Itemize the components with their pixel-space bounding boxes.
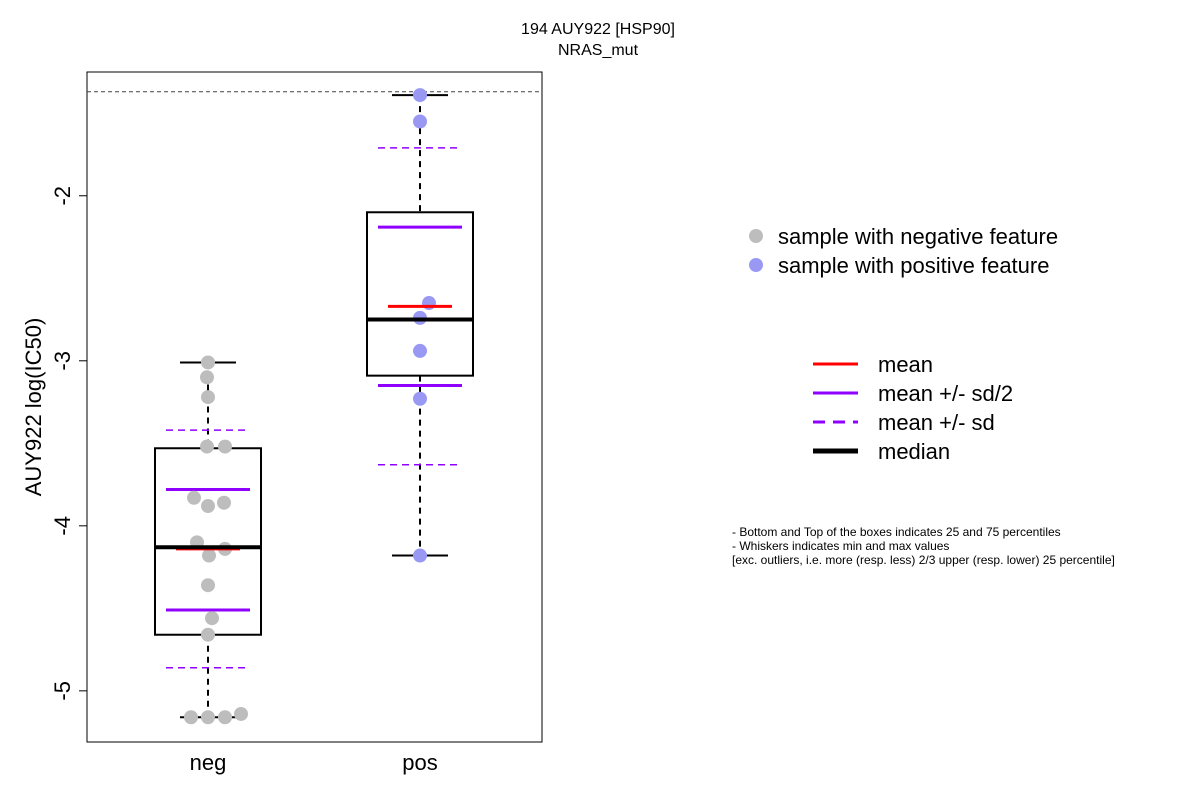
box-pos: [366, 211, 474, 377]
data-point-neg: [234, 706, 248, 721]
legend-point-marker: [749, 229, 763, 243]
data-point-neg: [187, 490, 201, 505]
y-axis-ticks: -5 -4 -3 -2: [50, 186, 87, 701]
plot-frame: [86, 71, 543, 743]
x-tick-label: pos: [402, 750, 437, 775]
data-point-neg: [218, 439, 232, 454]
y-tick-label: -5: [50, 681, 75, 701]
data-point-pos: [422, 296, 436, 311]
x-axis-labels: neg pos: [190, 750, 438, 775]
data-point-pos: [413, 548, 427, 563]
y-tick-label: -3: [50, 351, 75, 371]
data-point-pos: [413, 391, 427, 406]
data-point-pos: [413, 88, 427, 103]
legend-line-label: median: [878, 439, 950, 464]
data-point-neg: [201, 499, 215, 514]
data-point-neg: [201, 627, 215, 642]
data-point-neg: [201, 390, 215, 405]
legend-line-label: mean +/- sd/2: [878, 381, 1013, 406]
legend-point-label: sample with positive feature: [778, 253, 1049, 278]
data-point-neg: [184, 710, 198, 725]
box-neg: [154, 447, 262, 636]
note-line-2: - Whiskers indicates min and max values: [732, 539, 950, 553]
legend-point-label: sample with negative feature: [778, 224, 1058, 249]
x-tick-label: neg: [190, 750, 227, 775]
data-point-neg: [205, 611, 219, 626]
data-point-neg: [202, 548, 216, 563]
legend-point-marker: [749, 258, 763, 272]
y-tick-label: -4: [50, 516, 75, 536]
data-point-neg: [218, 710, 232, 725]
notes-block: - Bottom and Top of the boxes indicates …: [732, 525, 1115, 567]
legend-line-label: mean: [878, 352, 933, 377]
data-point-neg: [200, 439, 214, 454]
legend: sample with negative feature sample with …: [749, 224, 1058, 464]
legend-line-label: mean +/- sd: [878, 410, 995, 435]
data-point-pos: [413, 343, 427, 358]
data-point-neg: [201, 355, 215, 370]
note-line-1: - Bottom and Top of the boxes indicates …: [732, 525, 1061, 539]
plot-marks: [87, 88, 542, 725]
data-point-neg: [200, 370, 214, 385]
chart-subtitle: NRAS_mut: [558, 42, 639, 59]
data-point-neg: [217, 495, 231, 510]
y-tick-label: -2: [50, 186, 75, 206]
y-axis-label: AUY922 log(IC50): [21, 318, 46, 497]
note-line-3: [exc. outliers, i.e. more (resp. less) 2…: [732, 553, 1115, 567]
data-point-neg: [201, 578, 215, 593]
data-point-pos: [413, 114, 427, 129]
data-point-neg: [201, 710, 215, 725]
chart-title: 194 AUY922 [HSP90]: [521, 21, 675, 38]
